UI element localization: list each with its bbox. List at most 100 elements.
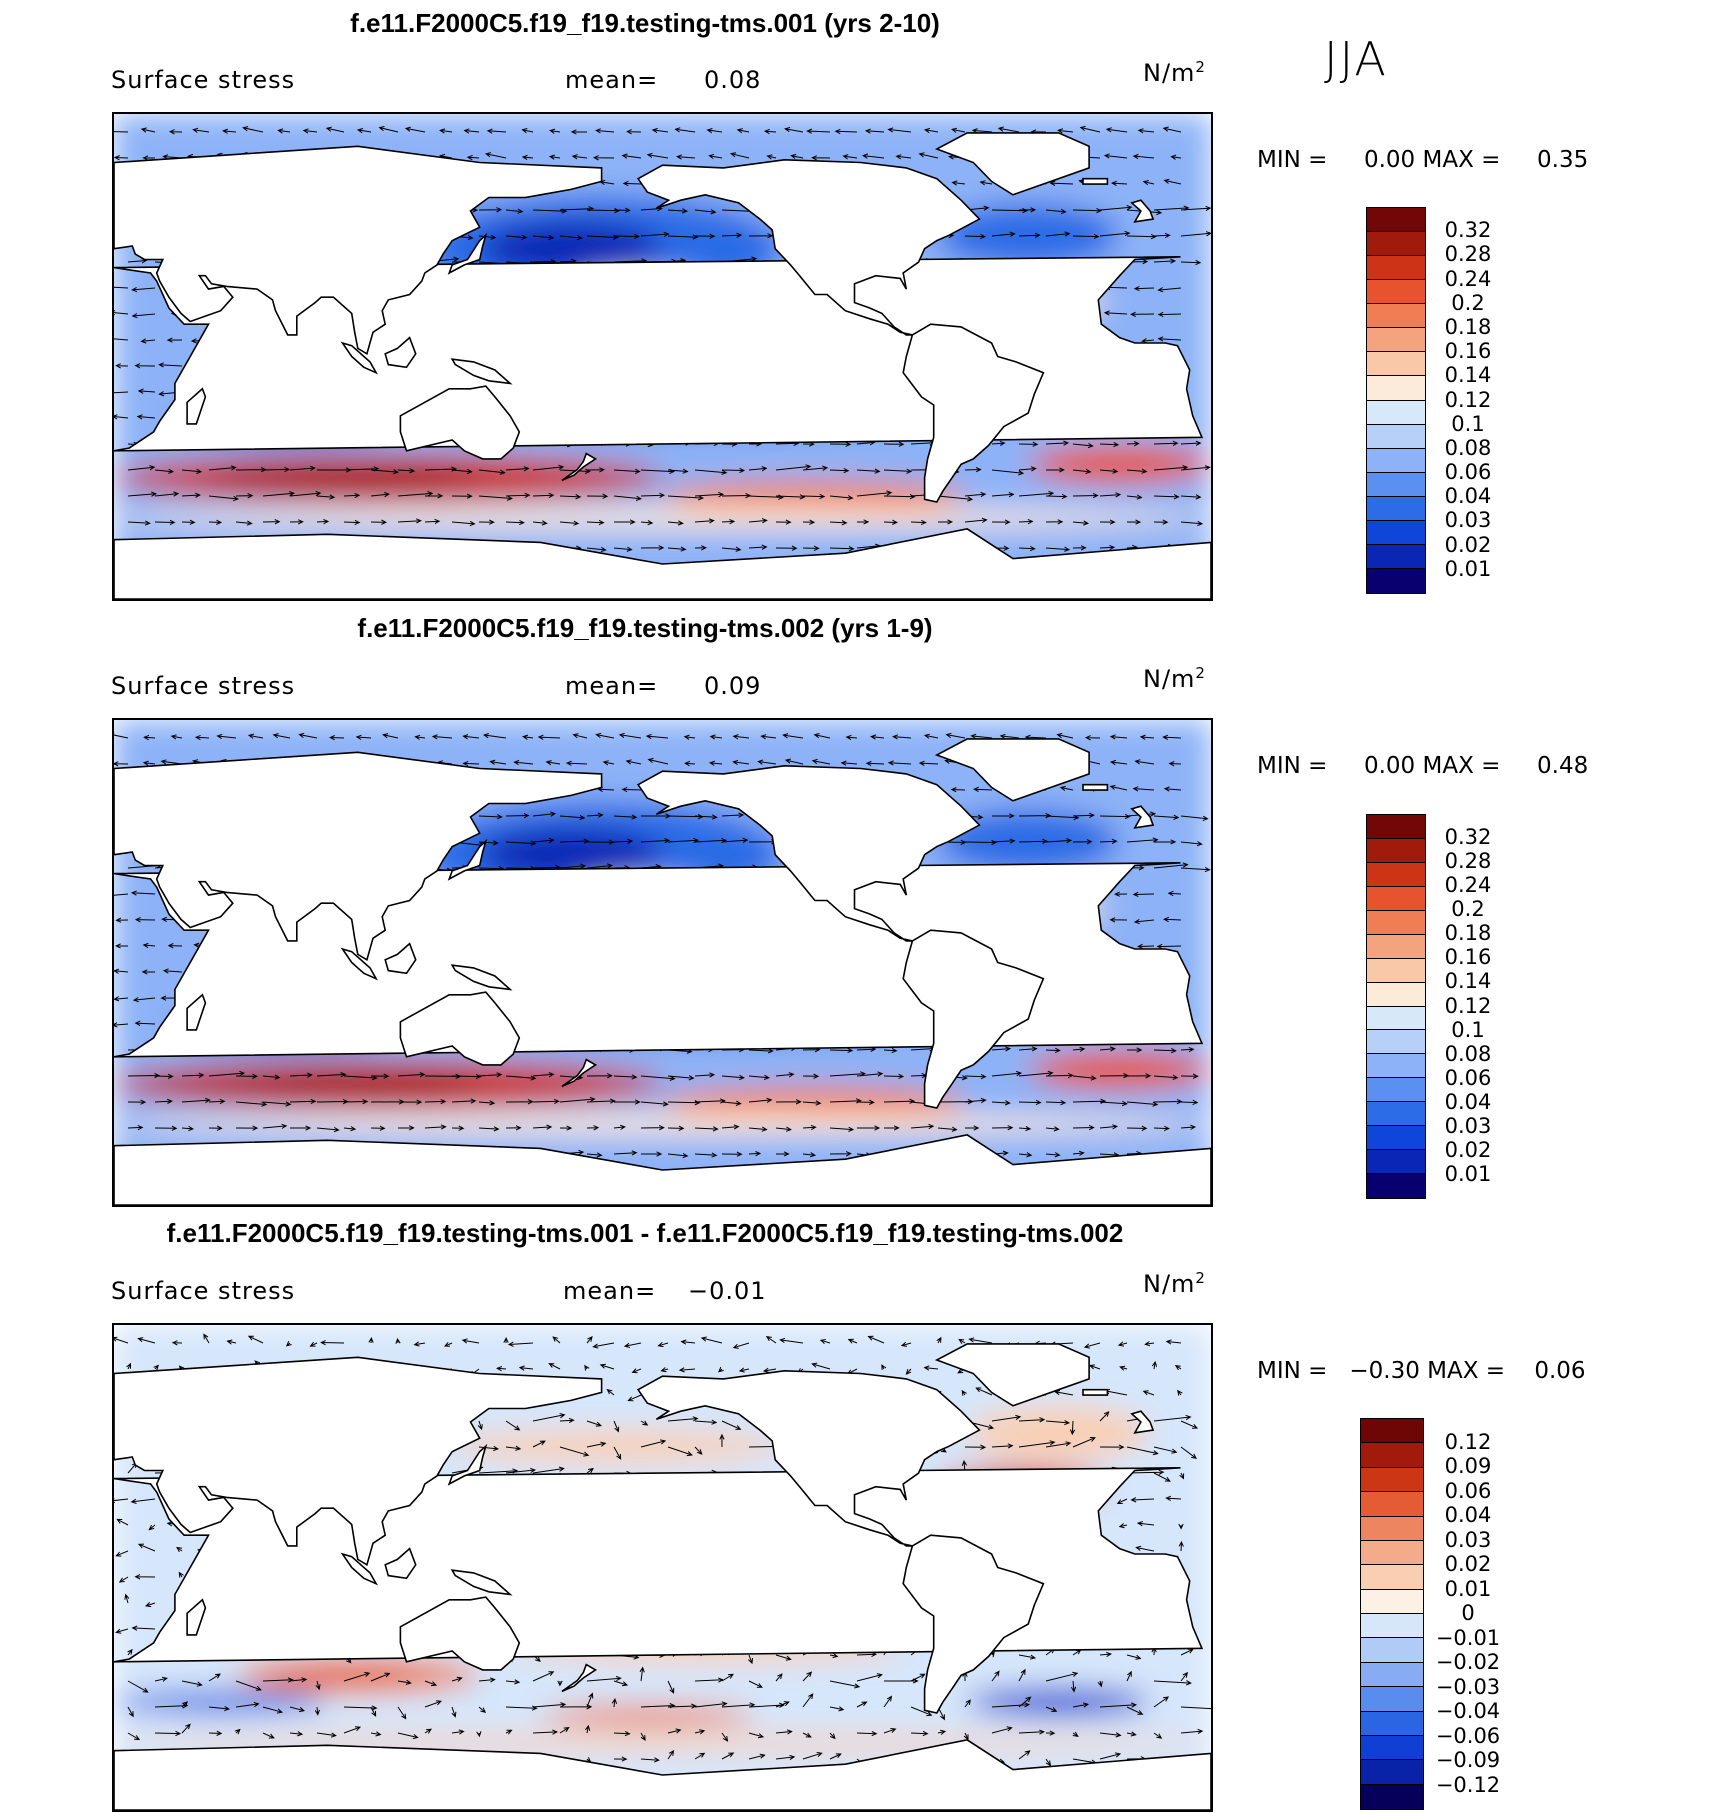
wind-stress-vector [235, 1073, 259, 1079]
colorbar-level-label: −0.12 [1435, 1772, 1501, 1797]
wind-stress-vector [991, 813, 1015, 819]
wind-stress-vector [559, 1125, 573, 1131]
land-uk [1130, 805, 1155, 829]
wind-stress-vector [289, 490, 322, 497]
wind-stress-vector [1099, 1444, 1125, 1450]
wind-stress-vector [136, 414, 156, 420]
wind-stress-vector [130, 890, 156, 896]
wind-stress-vector [611, 1697, 618, 1708]
wind-stress-vector [137, 1543, 156, 1552]
land-iceland [1082, 1388, 1109, 1396]
colorbar-level-label: 0.2 [1451, 897, 1485, 922]
wind-stress-vector [127, 1072, 161, 1079]
wind-stress-vector [887, 127, 912, 133]
wind-stress-vector [176, 1546, 183, 1553]
wind-stress-vector [343, 1726, 362, 1734]
wind-stress-vector [154, 468, 175, 474]
wind-stress-vector [1151, 1360, 1158, 1370]
wind-stress-vector [1157, 287, 1182, 293]
wind-stress-vector [748, 1126, 768, 1132]
wind-stress-vector [775, 1673, 783, 1682]
wind-stress-vector [586, 1420, 602, 1427]
colorbar-level-label: −0.03 [1435, 1674, 1501, 1699]
wind-stress-vector [194, 734, 210, 741]
wind-stress-vector [991, 838, 1016, 844]
wind-stress-vector [861, 153, 885, 159]
wind-stress-vector [937, 1729, 947, 1735]
wind-stress-vector [1018, 1125, 1032, 1132]
wind-stress-vector [370, 1672, 391, 1682]
wind-stress-vector [1153, 1125, 1170, 1132]
wind-stress-vector [532, 1671, 555, 1682]
wind-stress-vector [775, 494, 806, 500]
wind-stress-vector [586, 863, 614, 869]
wind-stress-vector [114, 1022, 129, 1028]
wind-stress-vector [586, 467, 605, 473]
wind-stress-vector [991, 1726, 1013, 1734]
wind-stress-vector [397, 518, 422, 524]
wind-stress-vector [532, 1466, 565, 1474]
wind-stress-vector [1178, 1523, 1184, 1530]
wind-stress-vector [1153, 1048, 1177, 1054]
wind-stress-vector [802, 1671, 813, 1682]
colorbar-swatch [1367, 1030, 1425, 1055]
wind-stress-vector [116, 1518, 129, 1526]
wind-stress-vector [235, 1101, 268, 1107]
wind-stress-vector [856, 1701, 868, 1708]
wind-stress-vector [802, 519, 816, 525]
wind-stress-vector [1099, 1732, 1122, 1738]
wind-stress-vector [819, 1339, 831, 1344]
wind-stress-vector [1018, 1417, 1046, 1423]
wind-stress-vector [424, 1680, 438, 1687]
wind-stress-vector [640, 1439, 667, 1448]
wind-stress-vector [1099, 1124, 1119, 1130]
wind-stress-vector [532, 1702, 567, 1708]
wind-stress-vector [973, 786, 993, 793]
wind-stress-vector [1045, 493, 1068, 500]
wind-stress-vector [586, 812, 604, 818]
wind-stress-vector [775, 545, 798, 551]
wind-stress-vector [1162, 126, 1182, 133]
colorbar-level-label: 0.1 [1451, 411, 1485, 436]
panel-3-variable: Surface stress [111, 1277, 296, 1305]
wind-stress-vector [950, 787, 966, 793]
wind-stress-vector [905, 1368, 912, 1375]
wind-stress-vector [1118, 1523, 1128, 1529]
wind-stress-vector [289, 1098, 317, 1105]
wind-stress-vector [667, 1075, 695, 1081]
wind-stress-vector [216, 733, 237, 740]
wind-stress-vector [640, 231, 670, 237]
wind-stress-vector [154, 1125, 178, 1131]
wind-stress-vector [1045, 838, 1073, 844]
wind-stress-vector [829, 1653, 839, 1659]
wind-stress-vector [115, 917, 129, 923]
land-newguinea [450, 964, 513, 991]
wind-stress-vector [559, 1726, 570, 1734]
wind-stress-vector [775, 519, 792, 525]
land-samerica [902, 323, 1045, 503]
wind-stress-vector [316, 1072, 347, 1078]
wind-stress-vector [991, 231, 1016, 237]
wind-stress-vector [1099, 519, 1116, 525]
panel-2-colorbar [1366, 814, 1426, 1199]
wind-stress-vector [557, 1680, 563, 1687]
wind-stress-vector [1153, 1098, 1183, 1105]
wind-stress-vector [1045, 1126, 1060, 1132]
wind-stress-vector [137, 388, 156, 394]
wind-stress-vector [532, 1440, 546, 1448]
wind-stress-vector [856, 519, 870, 525]
wind-stress-vector [694, 1152, 718, 1158]
land-nz [561, 452, 598, 482]
wind-stress-vector [1153, 232, 1171, 239]
panel-2-title: f.e11.F2000C5.f19_f19.testing-tms.002 (y… [357, 613, 933, 643]
wind-stress-vector [613, 546, 633, 552]
wind-stress-vector [1099, 838, 1118, 845]
wind-stress-vector [1097, 1680, 1103, 1688]
wind-stress-vector [748, 1702, 785, 1708]
wind-stress-vector [181, 468, 203, 474]
colorbar-level-label: 0.06 [1444, 460, 1492, 485]
wind-stress-vector [559, 814, 586, 821]
wind-stress-vector [570, 129, 588, 135]
wind-stress-vector [1045, 440, 1070, 446]
wind-stress-vector [181, 1125, 195, 1132]
